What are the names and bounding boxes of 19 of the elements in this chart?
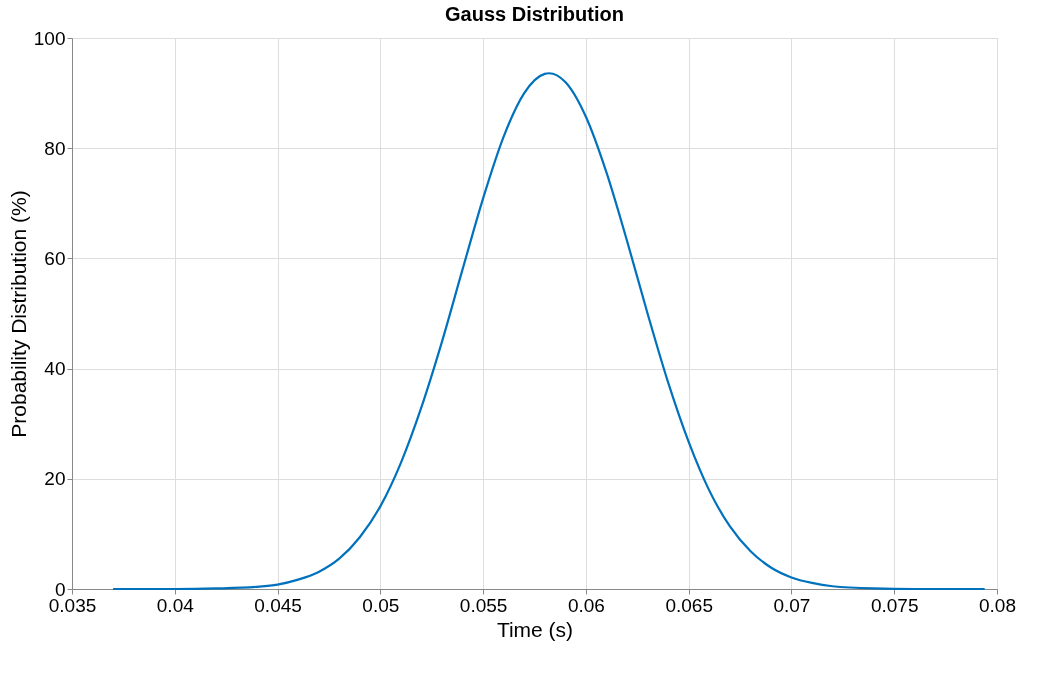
line-series <box>112 72 986 591</box>
y-tick-label: 60 <box>44 247 66 269</box>
y-tick-label: 0 <box>54 578 66 600</box>
chart-title: Gauss Distribution <box>445 3 624 25</box>
x-tick-label: 0.06 <box>567 594 605 616</box>
x-tick-label: 0.05 <box>362 594 400 616</box>
x-axis-title: Time (s) <box>496 617 574 641</box>
y-axis-title: Probability Distribution (%) <box>6 190 30 438</box>
y-tick-label: 80 <box>44 137 66 159</box>
x-tick-label: 0.07 <box>773 594 811 616</box>
x-tick-label: 0.045 <box>254 594 302 616</box>
x-tick-label: 0.08 <box>979 594 1016 616</box>
y-tick-label: 20 <box>44 468 66 490</box>
x-tick-label: 0.055 <box>459 594 508 616</box>
y-tick-label: 100 <box>33 27 66 49</box>
x-tick-label: 0.065 <box>665 594 713 616</box>
y-tick-label: 40 <box>44 358 66 380</box>
x-tick-label: 0.04 <box>156 594 195 616</box>
x-tick-label: 0.075 <box>870 594 919 616</box>
